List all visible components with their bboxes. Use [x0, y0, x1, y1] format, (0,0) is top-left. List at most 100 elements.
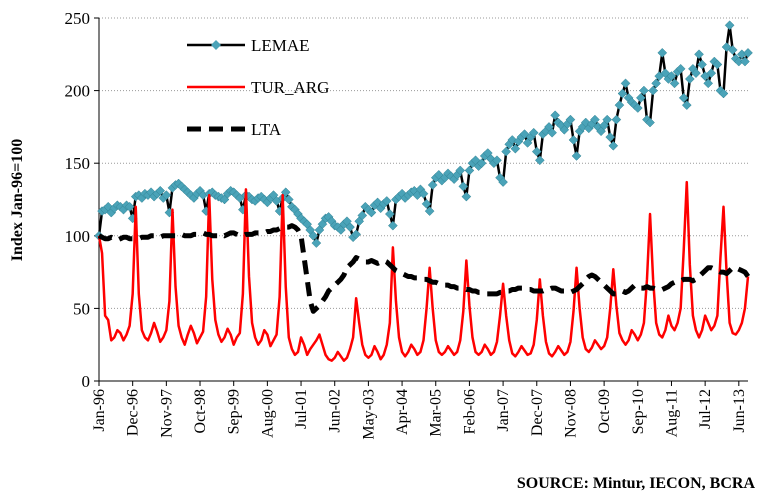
x-tick-label: Jul-01	[293, 389, 310, 429]
data-point	[632, 103, 643, 113]
y-tick-label: 50	[73, 299, 90, 318]
data-point	[492, 155, 502, 166]
data-point	[424, 206, 435, 216]
data-point	[620, 78, 631, 89]
data-point	[519, 129, 530, 140]
data-point	[308, 230, 319, 241]
data-point	[384, 209, 395, 219]
data-point	[639, 85, 649, 96]
x-tick-label: Jul-12	[697, 389, 714, 429]
data-point	[571, 151, 582, 161]
data-point	[283, 194, 294, 205]
data-point	[388, 220, 398, 231]
data-point	[706, 68, 717, 79]
data-point	[124, 201, 135, 212]
data-point	[681, 100, 692, 110]
data-point	[381, 196, 392, 206]
x-tick-label: Sep-99	[226, 389, 243, 434]
data-point	[694, 49, 704, 60]
data-point	[617, 88, 628, 99]
data-point	[611, 114, 622, 125]
data-point	[418, 188, 429, 199]
data-point	[684, 74, 695, 84]
data-point	[675, 63, 686, 74]
legend-marker	[211, 40, 221, 50]
data-point	[648, 85, 658, 96]
source-note: SOURCE: Mintur, IECON, BCRA	[517, 475, 756, 492]
x-tick-label: Oct-98	[192, 389, 209, 433]
data-point	[476, 158, 487, 169]
data-point	[743, 47, 753, 58]
data-point	[568, 135, 579, 145]
y-tick-label: 200	[65, 82, 91, 101]
x-tick-label: Jan-07	[495, 389, 512, 432]
data-point	[590, 114, 600, 125]
data-point	[697, 59, 707, 70]
data-point	[636, 93, 646, 103]
x-tick-label: Dec-96	[125, 389, 142, 436]
x-tick-label: Sep-10	[630, 389, 647, 434]
x-tick-label: Oct-09	[596, 389, 613, 433]
data-point	[608, 140, 619, 151]
data-point	[427, 180, 438, 190]
x-tick-label: Apr-04	[394, 389, 411, 435]
legend-label: TUR_ARG	[251, 78, 329, 97]
x-tick-label: Aug-00	[259, 389, 276, 438]
data-point	[461, 191, 472, 202]
data-point	[712, 59, 723, 70]
data-point	[458, 181, 469, 192]
data-point	[345, 222, 355, 232]
data-point	[657, 47, 668, 58]
data-point	[614, 100, 625, 110]
x-tick-label: Dec-07	[529, 389, 546, 436]
y-tick-label: 150	[65, 154, 91, 173]
data-point	[721, 42, 732, 52]
y-tick-label: 0	[82, 372, 91, 391]
x-tick-label: Feb-06	[461, 389, 478, 434]
data-point	[155, 185, 166, 196]
y-axis-label: Index Jan-96=100	[9, 139, 26, 261]
data-point	[501, 146, 512, 157]
x-tick-label: Mar-05	[428, 389, 445, 437]
x-tick-label: Jan-96	[91, 389, 108, 432]
data-point	[602, 114, 613, 125]
data-point	[528, 127, 539, 138]
data-point	[669, 78, 680, 89]
data-point	[464, 165, 475, 176]
data-point	[311, 238, 322, 248]
data-point	[161, 190, 172, 200]
data-point	[547, 127, 557, 138]
data-point	[531, 146, 542, 157]
legend-label: LEMAE	[251, 36, 310, 55]
data-point	[351, 229, 362, 240]
data-point	[534, 155, 545, 166]
data-point	[666, 71, 677, 81]
data-point	[740, 56, 750, 67]
data-point	[498, 177, 508, 187]
data-point	[718, 88, 729, 99]
data-point	[651, 78, 662, 89]
data-point	[550, 110, 560, 121]
data-point	[645, 117, 655, 128]
data-point	[510, 143, 521, 154]
x-tick-label: Jun-13	[731, 389, 748, 433]
data-point	[691, 68, 701, 79]
x-tick-label: Jun-02	[327, 389, 344, 433]
series-line	[97, 180, 750, 362]
y-tick-label: 250	[65, 9, 91, 28]
data-point	[366, 207, 377, 218]
legend-label: LTA	[251, 120, 282, 139]
data-point	[724, 20, 735, 31]
x-tick-label: Aug-11	[663, 389, 680, 437]
x-tick-label: Nov-08	[562, 389, 579, 438]
y-tick-label: 100	[65, 227, 91, 246]
data-point	[703, 78, 714, 89]
data-point	[727, 45, 738, 55]
data-point	[421, 199, 432, 209]
data-point	[605, 132, 616, 142]
data-point	[455, 165, 466, 176]
x-tick-label: Nov-97	[158, 389, 175, 438]
data-point	[678, 93, 689, 103]
